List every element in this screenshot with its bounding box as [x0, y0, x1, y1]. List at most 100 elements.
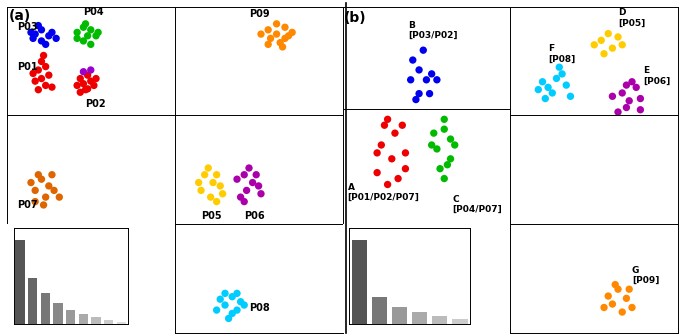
- Point: [627, 305, 638, 310]
- Point: [80, 21, 91, 27]
- Point: [232, 291, 242, 296]
- Point: [400, 150, 411, 156]
- Point: [635, 96, 646, 101]
- Point: [414, 91, 425, 96]
- Point: [40, 195, 51, 200]
- Text: D
[P05]: D [P05]: [618, 8, 645, 28]
- Point: [624, 98, 635, 103]
- Point: [439, 176, 450, 181]
- Point: [40, 83, 51, 88]
- Point: [193, 180, 204, 185]
- Point: [235, 195, 246, 200]
- Point: [612, 34, 623, 40]
- Point: [43, 33, 54, 39]
- Point: [621, 296, 632, 301]
- Point: [29, 78, 40, 84]
- Point: [51, 36, 62, 41]
- Text: (b): (b): [344, 11, 366, 25]
- Point: [426, 71, 437, 77]
- Text: C
[P04/P07]: C [P04/P07]: [453, 195, 502, 214]
- Point: [208, 180, 219, 185]
- Point: [36, 176, 47, 182]
- Text: P05: P05: [201, 211, 222, 221]
- Text: (a): (a): [8, 9, 31, 23]
- Text: A
[P01/P02/P07]: A [P01/P02/P07]: [348, 183, 420, 202]
- Point: [382, 117, 393, 122]
- Point: [25, 30, 36, 35]
- Point: [33, 67, 44, 73]
- Point: [382, 182, 393, 187]
- Point: [426, 142, 437, 148]
- Point: [271, 31, 282, 37]
- Point: [235, 299, 246, 304]
- Point: [38, 202, 49, 208]
- Point: [36, 76, 47, 81]
- Point: [616, 309, 627, 315]
- Point: [372, 150, 383, 156]
- Point: [439, 126, 450, 132]
- Point: [386, 156, 397, 162]
- Point: [277, 44, 288, 50]
- Point: [205, 195, 216, 200]
- Point: [279, 25, 290, 30]
- Point: [551, 76, 562, 81]
- Point: [40, 64, 51, 69]
- Point: [540, 96, 551, 101]
- Point: [247, 180, 258, 185]
- Point: [219, 291, 230, 296]
- Point: [72, 36, 83, 41]
- Point: [25, 180, 36, 185]
- Point: [553, 65, 564, 70]
- Point: [376, 142, 387, 148]
- Point: [43, 73, 54, 78]
- Point: [561, 82, 572, 88]
- Point: [33, 87, 44, 92]
- Point: [85, 78, 96, 84]
- Point: [203, 165, 214, 171]
- Point: [286, 30, 297, 35]
- Point: [256, 191, 266, 197]
- Point: [214, 297, 225, 302]
- Point: [621, 105, 632, 110]
- Point: [40, 42, 51, 47]
- Point: [428, 130, 439, 136]
- Point: [92, 30, 103, 35]
- Point: [223, 316, 234, 321]
- Text: P02: P02: [86, 99, 106, 109]
- Point: [90, 76, 101, 81]
- Point: [262, 27, 273, 33]
- Point: [199, 172, 210, 177]
- Point: [33, 23, 44, 28]
- Point: [408, 57, 419, 63]
- Point: [418, 47, 429, 53]
- Text: B
[P03/P02]: B [P03/P02]: [408, 21, 458, 40]
- Point: [49, 188, 60, 193]
- Point: [47, 84, 58, 90]
- Point: [607, 94, 618, 99]
- Point: [616, 90, 627, 96]
- Point: [253, 183, 264, 188]
- Point: [442, 162, 453, 167]
- Point: [80, 87, 91, 92]
- Point: [27, 71, 38, 76]
- Point: [219, 302, 230, 308]
- Point: [75, 76, 86, 81]
- Point: [543, 85, 553, 90]
- Point: [390, 130, 401, 136]
- Point: [589, 42, 600, 47]
- Point: [85, 42, 96, 47]
- Point: [211, 172, 222, 177]
- Point: [279, 36, 290, 41]
- Point: [29, 199, 40, 204]
- Point: [445, 156, 456, 162]
- Point: [397, 123, 408, 128]
- Point: [610, 282, 621, 287]
- Point: [400, 166, 411, 171]
- Point: [54, 195, 65, 200]
- Text: P03: P03: [17, 22, 38, 32]
- Point: [29, 188, 40, 193]
- Point: [227, 294, 238, 299]
- Point: [243, 165, 254, 171]
- Point: [82, 73, 93, 78]
- Point: [85, 67, 96, 73]
